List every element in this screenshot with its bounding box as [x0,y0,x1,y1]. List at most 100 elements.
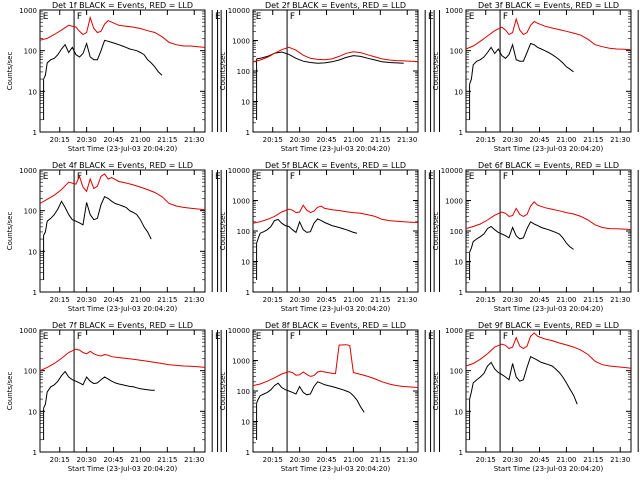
y-axis-label: Counts/sec [6,52,14,91]
y-tick-label: 100 [450,228,463,236]
series-line-events [256,381,365,413]
y-tick-label: 1000 [445,198,463,206]
x-tick-label: 20:30 [290,296,310,304]
x-tick-label: 20:15 [50,136,70,144]
plot-frame [465,9,632,133]
panel-title: Det 5f BLACK = Events, RED = LLD [265,161,406,170]
x-axis-label: Start Time (23-Jul-03 20:04:20) [68,465,178,473]
series-line-lld [252,344,419,388]
marker-letter-e: E [428,172,434,182]
series-line-lld [39,348,206,372]
marker-letter-f: F [503,172,508,182]
y-tick-label: 100 [24,48,37,56]
series-line-lld [252,204,419,224]
y-tick-label: 10 [28,248,37,256]
x-tick-label: 20:15 [263,136,283,144]
y-tick-label: 100 [24,368,37,376]
panel-title: Det 1f BLACK = Events, RED = LLD [52,1,193,10]
y-tick-label: 100 [24,208,37,216]
series-line-lld [465,17,632,51]
x-tick-label: 20:30 [77,296,97,304]
y-tick-label: 1000 [232,38,250,46]
y-tick-label: 10 [241,419,250,427]
y-tick-label: 10000 [228,327,250,335]
y-tick-label: 10 [454,408,463,416]
x-tick-label: 21:15 [583,296,603,304]
y-axis-label: Counts/sec [219,52,227,91]
series-line-events [256,218,358,244]
x-tick-label: 20:30 [503,456,523,464]
detector-panel-8: Det 8f BLACK = Events, RED = LLD 1 10 100 10… [219,321,441,473]
x-tick-label: 20:45 [103,136,123,144]
y-tick-label: 10 [28,408,37,416]
detector-panel-5: Det 5f BLACK = Events, RED = LLD 1 10 100 10… [219,161,441,313]
x-tick-label: 20:45 [529,456,549,464]
y-tick-label: 1000 [19,167,37,175]
series-line-lld [465,332,632,369]
y-axis-label: Counts/sec [432,372,440,411]
x-axis-label: Start Time (23-Jul-03 20:04:20) [494,305,604,313]
x-tick-label: 21:00 [556,136,576,144]
plot-frame [465,329,632,453]
x-tick-label: 20:45 [529,136,549,144]
y-tick-label: 10 [454,88,463,96]
x-tick-label: 21:30 [184,136,204,144]
marker-letter-e: E [469,12,475,22]
series-line-events [469,221,574,253]
x-axis-label: Start Time (23-Jul-03 20:04:20) [281,145,391,153]
marker-letter-f: F [290,12,295,22]
plot-frame [39,329,206,453]
x-tick-label: 21:30 [397,296,417,304]
x-tick-label: 20:45 [316,456,336,464]
plot-frame [39,9,206,133]
x-tick-label: 21:30 [610,456,630,464]
panel-title: Det 3f BLACK = Events, RED = LLD [478,1,619,10]
y-tick-label: 1 [459,129,463,137]
marker-letter-e: E [215,172,221,182]
x-axis-label: Start Time (23-Jul-03 20:04:20) [281,305,391,313]
series-line-events [256,51,404,64]
x-tick-label: 21:15 [583,136,603,144]
x-tick-label: 21:15 [157,296,177,304]
marker-letter-e: E [43,332,49,342]
y-tick-label: 1000 [19,7,37,15]
x-tick-label: 20:15 [50,456,70,464]
series-line-events [43,196,152,240]
marker-letter-f: F [503,12,508,22]
y-tick-label: 10000 [441,167,463,175]
plot-frame [252,169,419,293]
y-tick-label: 1 [33,289,37,297]
x-tick-label: 21:15 [370,296,390,304]
y-axis-label: Counts/sec [6,372,14,411]
series-line-events [43,370,155,409]
y-axis-label: Counts/sec [432,212,440,251]
plot-frame [465,169,632,293]
series-line-lld [39,173,206,211]
x-tick-label: 21:30 [397,456,417,464]
marker-letter-f: F [77,12,82,22]
y-tick-label: 10 [28,88,37,96]
y-tick-label: 100 [450,48,463,56]
y-tick-label: 1 [246,449,250,457]
x-tick-label: 20:15 [50,296,70,304]
x-axis-label: Start Time (23-Jul-03 20:04:20) [68,305,178,313]
x-tick-label: 20:30 [290,456,310,464]
x-tick-label: 21:30 [610,296,630,304]
x-tick-label: 21:00 [343,456,363,464]
y-tick-label: 10000 [228,7,250,15]
y-tick-label: 1000 [445,7,463,15]
panel-title: Det 8f BLACK = Events, RED = LLD [265,321,406,330]
x-tick-label: 20:45 [103,456,123,464]
y-tick-label: 1000 [19,327,37,335]
marker-letter-f: F [290,172,295,182]
x-tick-label: 20:45 [316,296,336,304]
marker-letter-f: F [77,332,82,342]
plot-frame [252,329,419,453]
y-tick-label: 1 [459,449,463,457]
marker-letter-e: E [256,172,262,182]
x-tick-label: 21:00 [130,296,150,304]
y-axis-label: Counts/sec [432,52,440,91]
x-tick-label: 20:30 [503,296,523,304]
x-axis-label: Start Time (23-Jul-03 20:04:20) [494,145,604,153]
y-axis-label: Counts/sec [219,372,227,411]
